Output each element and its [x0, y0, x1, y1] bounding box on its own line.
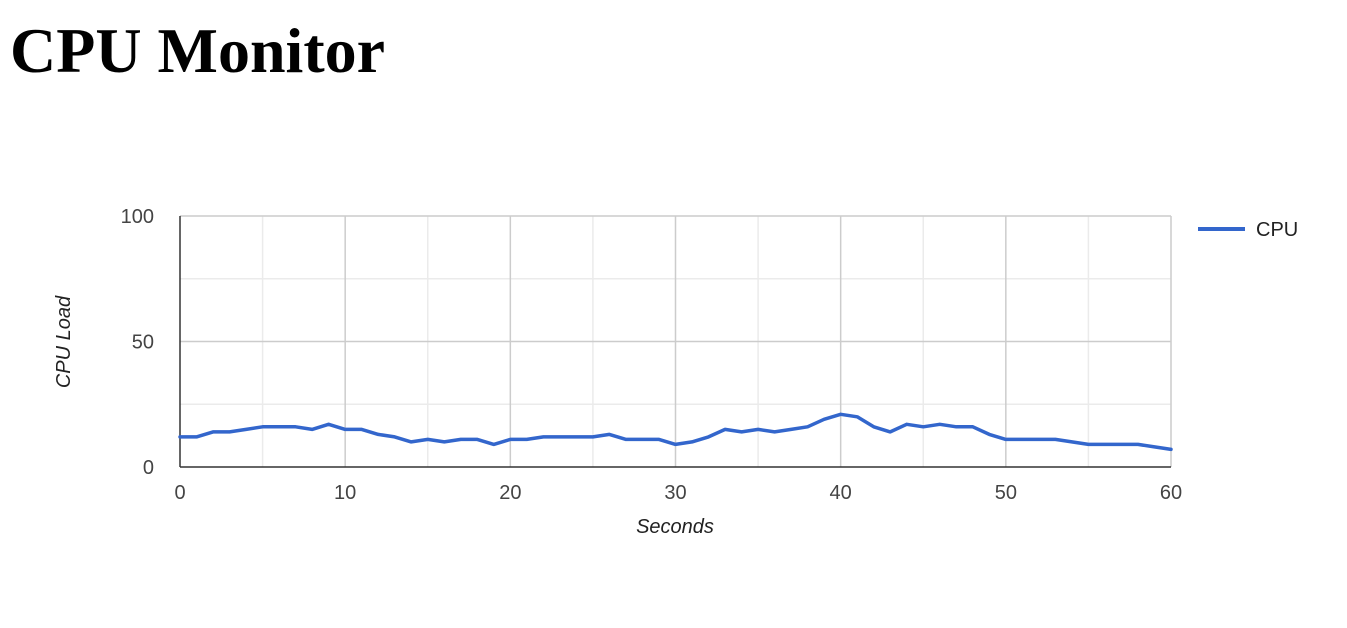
- axes: [179, 216, 1171, 468]
- x-axis-title: Seconds: [636, 516, 714, 538]
- y-tick-label: 100: [121, 206, 154, 228]
- page-title: CPU Monitor: [10, 15, 386, 86]
- series-line-cpu: [178, 412, 1173, 452]
- legend-label-cpu: CPU: [1256, 219, 1298, 241]
- legend: CPU: [1198, 219, 1298, 241]
- y-axis-title: CPU Load: [53, 295, 75, 388]
- x-tick-label: 60: [1160, 482, 1182, 504]
- x-tick-label: 50: [995, 482, 1017, 504]
- grid: [180, 215, 1172, 467]
- x-tick-label: 40: [830, 482, 852, 504]
- x-tick-label: 30: [664, 482, 686, 504]
- x-tick-label: 0: [174, 482, 185, 504]
- tick-labels: 0 10 20 30 40 50 60 0 50 100: [121, 206, 1183, 504]
- series: [178, 412, 1173, 452]
- x-tick-label: 20: [499, 482, 521, 504]
- y-tick-label: 50: [132, 332, 154, 354]
- x-tick-label: 10: [334, 482, 356, 504]
- y-tick-label: 0: [143, 457, 154, 479]
